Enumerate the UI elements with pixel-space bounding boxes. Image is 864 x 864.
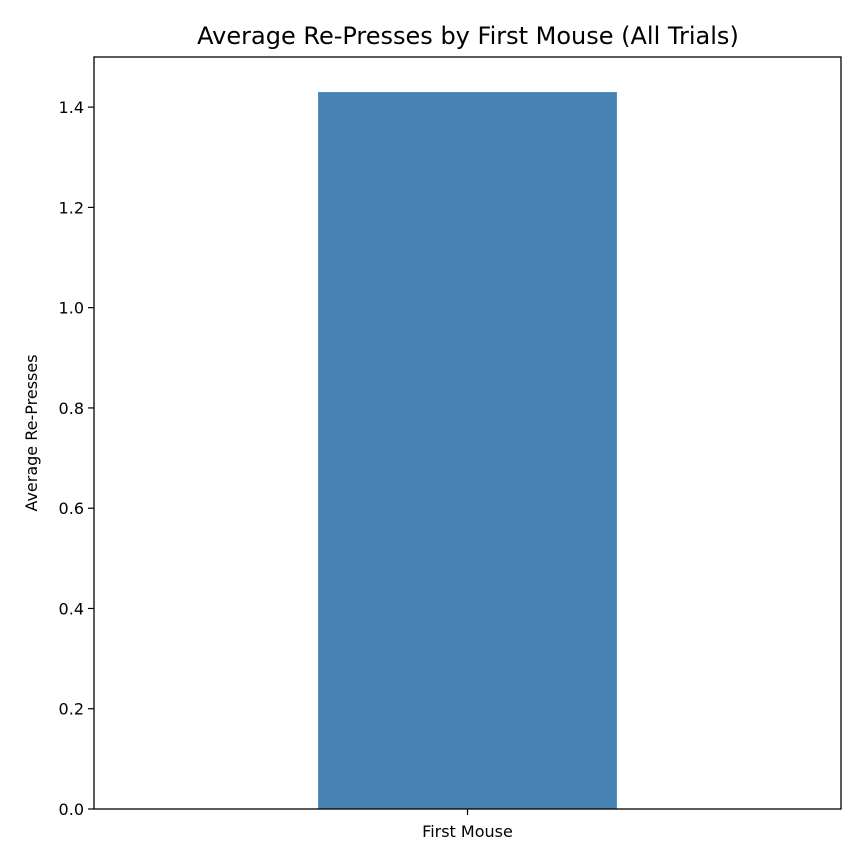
y-tick-label: 1.0 bbox=[59, 299, 84, 318]
x-axis-ticks: First Mouse bbox=[422, 809, 513, 841]
y-tick-label: 0.0 bbox=[59, 800, 84, 819]
y-tick-label: 0.6 bbox=[59, 499, 84, 518]
y-tick-label: 0.8 bbox=[59, 399, 84, 418]
bars-group bbox=[318, 92, 617, 810]
y-tick-label: 0.2 bbox=[59, 700, 84, 719]
y-axis-label: Average Re-Presses bbox=[22, 354, 41, 511]
y-tick-label: 1.4 bbox=[59, 98, 84, 117]
chart-title: Average Re-Presses by First Mouse (All T… bbox=[197, 22, 739, 50]
y-axis-ticks: 0.0 0.2 0.4 0.6 0.8 1.0 1.2 1.4 bbox=[59, 98, 94, 819]
y-tick-label: 1.2 bbox=[59, 198, 84, 217]
x-tick-label: First Mouse bbox=[422, 822, 513, 841]
bar-0 bbox=[318, 92, 617, 810]
y-tick-label: 0.4 bbox=[59, 599, 84, 618]
